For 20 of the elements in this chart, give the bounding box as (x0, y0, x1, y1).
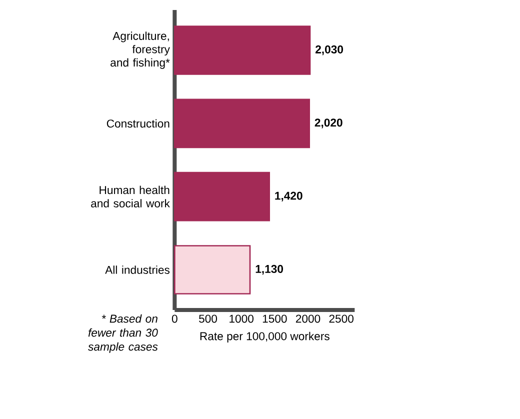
data-label: 2,020 (314, 118, 342, 128)
data-label: 1,130 (256, 264, 283, 275)
x-axis-title: Rate per 100,000 workers (200, 332, 330, 342)
x-tick-label: 2000 (296, 314, 320, 323)
data-label: 2,030 (316, 45, 344, 56)
bar (174, 245, 251, 294)
y-tick-label: All industries (105, 266, 170, 274)
data-label: 1,420 (275, 192, 302, 202)
y-tick-label: Construction (106, 119, 170, 128)
bar (174, 26, 311, 75)
y-tick-label: Agriculture, forestry and fishing* (110, 32, 170, 69)
x-tick-label: 1000 (230, 314, 254, 323)
x-tick-label: 1500 (262, 314, 287, 323)
bar (174, 172, 270, 222)
bar (174, 98, 310, 148)
x-tick-label: 2500 (329, 314, 354, 323)
x-tick-label: 0 (172, 314, 178, 323)
y-tick-label: Human health and social work (91, 186, 170, 208)
text: * Based on fewer than 30 sample cases (88, 314, 158, 353)
x-tick-label: 500 (199, 314, 218, 323)
